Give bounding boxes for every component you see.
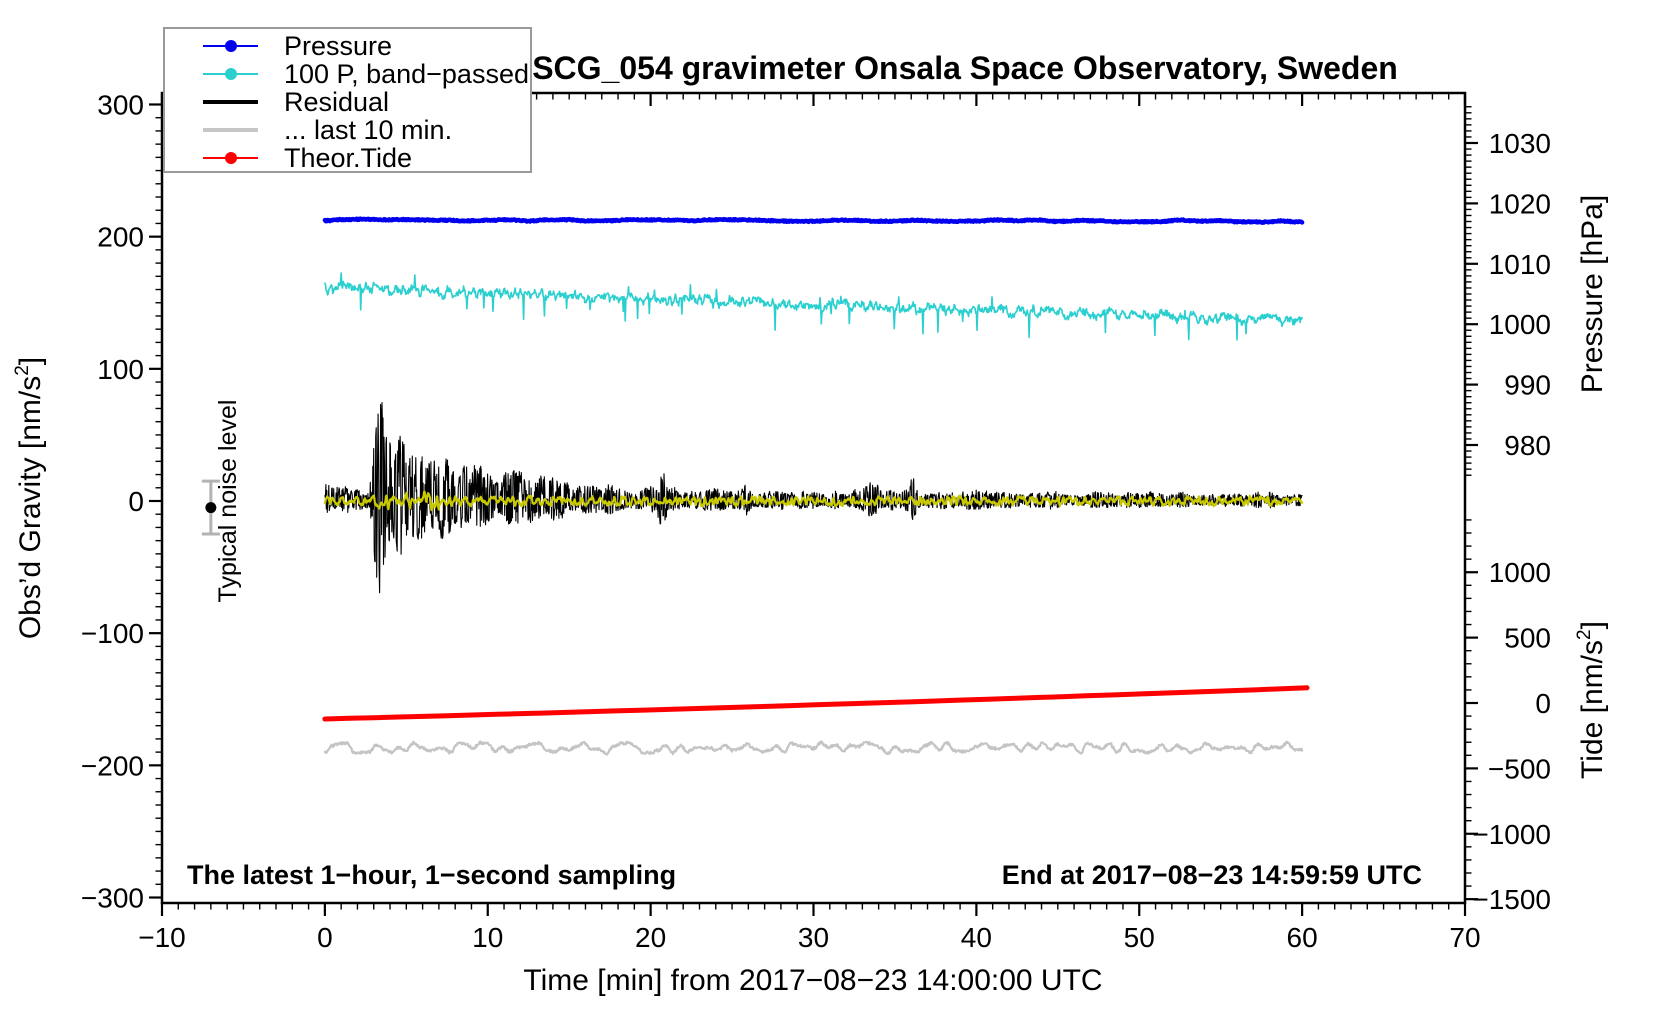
legend-item-label: Residual: [284, 86, 390, 117]
noise-marker: [201, 479, 220, 536]
pressure-axis-title: Pressure [hPa]: [1576, 195, 1609, 393]
end-time-annotation: End at 2017−08−23 14:59:59 UTC: [1001, 860, 1422, 890]
svg-text:500: 500: [1504, 623, 1551, 654]
legend-item-theor-tide: Theor.Tide: [165, 142, 530, 173]
legend-item-label: 100 P, band−passed: [284, 58, 529, 89]
sampling-annotation: The latest 1−hour, 1−second sampling: [187, 860, 677, 890]
svg-text:10: 10: [472, 922, 503, 953]
svg-text:300: 300: [97, 89, 144, 120]
svg-text:0: 0: [317, 922, 333, 953]
svg-text:0: 0: [128, 486, 144, 517]
chart-title: SCG_054 gravimeter Onsala Space Observat…: [532, 50, 1398, 86]
svg-text:1030: 1030: [1489, 128, 1551, 159]
gravity-axis-title: Obs’d Gravity [nm/s2]: [12, 357, 47, 639]
time-axis-title: Time [min] from 2017−08−23 14:00:00 UTC: [523, 964, 1102, 997]
legend-item-residual: Residual: [165, 86, 530, 117]
svg-text:1010: 1010: [1489, 249, 1551, 280]
series-residual_last10: [323, 740, 1304, 756]
svg-text:70: 70: [1449, 922, 1480, 953]
legend-item-pressure: Pressure: [165, 30, 530, 61]
svg-text:30: 30: [798, 922, 829, 953]
svg-text:200: 200: [97, 222, 144, 253]
typical-noise-level-label: Typical noise level: [214, 400, 242, 603]
svg-text:−1500: −1500: [1472, 884, 1551, 915]
legend-item-band-passed: 100 P, band−passed: [165, 58, 530, 89]
svg-text:−10: −10: [138, 922, 186, 953]
svg-text:50: 50: [1124, 922, 1155, 953]
series-theor_tide: [322, 685, 1310, 722]
legend-item-label: Theor.Tide: [284, 142, 413, 173]
legend: Pressure 100 P, band−passed Residual ...…: [163, 27, 532, 173]
axes-ticks-layer: −10 0 10 20 30 40 50 60 70−300−200−1000100200300…: [81, 89, 1551, 953]
data-series-layer: [322, 216, 1310, 756]
tide-axis-title: Tide [nm/s2]: [1574, 621, 1609, 779]
series-band_passed_pressure_x100: [324, 272, 1303, 341]
svg-text:990: 990: [1504, 370, 1551, 401]
svg-text:40: 40: [961, 922, 992, 953]
svg-text:100: 100: [97, 354, 144, 385]
plot-frame: [160, 91, 1467, 905]
svg-text:−100: −100: [81, 618, 144, 649]
svg-text:−500: −500: [1488, 753, 1551, 784]
legend-item-last-10-min: ... last 10 min.: [165, 114, 530, 145]
theor-tide-line-swatch: [203, 152, 258, 165]
series-residual_filtered: [323, 490, 1304, 512]
residual-line-swatch: [203, 96, 258, 109]
svg-text:1000: 1000: [1489, 309, 1551, 340]
series-residual: [324, 401, 1303, 594]
svg-text:−300: −300: [81, 883, 144, 914]
pressure-line-swatch: [203, 40, 258, 53]
legend-item-label: Pressure: [284, 30, 393, 61]
svg-text:20: 20: [635, 922, 666, 953]
svg-text:0: 0: [1535, 688, 1551, 719]
legend-item-label: ... last 10 min.: [284, 114, 453, 145]
band-passed-line-swatch: [203, 68, 258, 81]
svg-text:60: 60: [1287, 922, 1318, 953]
last-10-min-line-swatch: [203, 124, 258, 137]
svg-text:1020: 1020: [1489, 188, 1551, 219]
svg-text:980: 980: [1504, 430, 1551, 461]
svg-text:1000: 1000: [1489, 557, 1551, 588]
series-pressure: [322, 216, 1305, 225]
svg-text:−200: −200: [81, 750, 144, 781]
svg-text:−1000: −1000: [1472, 819, 1551, 850]
